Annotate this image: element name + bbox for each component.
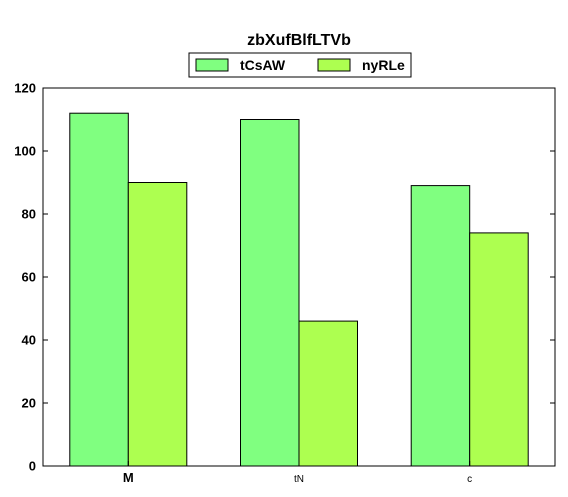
y-tick-label: 80 [22,207,36,222]
bars-group [69,112,529,467]
x-tick-label: c [467,474,472,485]
bar-nyrle-c [469,232,529,467]
chart-title: zbXufBlfLTVb [247,32,351,49]
y-tick-label: 60 [22,270,36,285]
bar-tcsaw-m [69,112,129,467]
plot-area-frame [42,87,556,467]
legend-label-nyrle: nyRLe [362,57,405,73]
bar-nyrle-m [127,182,188,467]
y-tick-label: 120 [14,81,36,96]
y-tick-label: 20 [22,396,36,411]
y-tick-label: 100 [14,144,36,159]
x-tick-label: M [123,470,134,485]
y-tick-label: 0 [29,459,36,474]
x-tick-label: tN [294,474,304,485]
legend: tCsAW nyRLe [188,52,412,78]
y-tick-label: 40 [22,333,36,348]
bar-nyrle-tn [298,320,358,467]
legend-swatch-tcsaw [195,58,229,72]
bar-tcsaw-c [410,185,471,467]
legend-swatch-nyrle [317,58,351,72]
legend-label-tcsaw: tCsAW [240,57,286,73]
bar-tcsaw-tn [240,119,300,467]
